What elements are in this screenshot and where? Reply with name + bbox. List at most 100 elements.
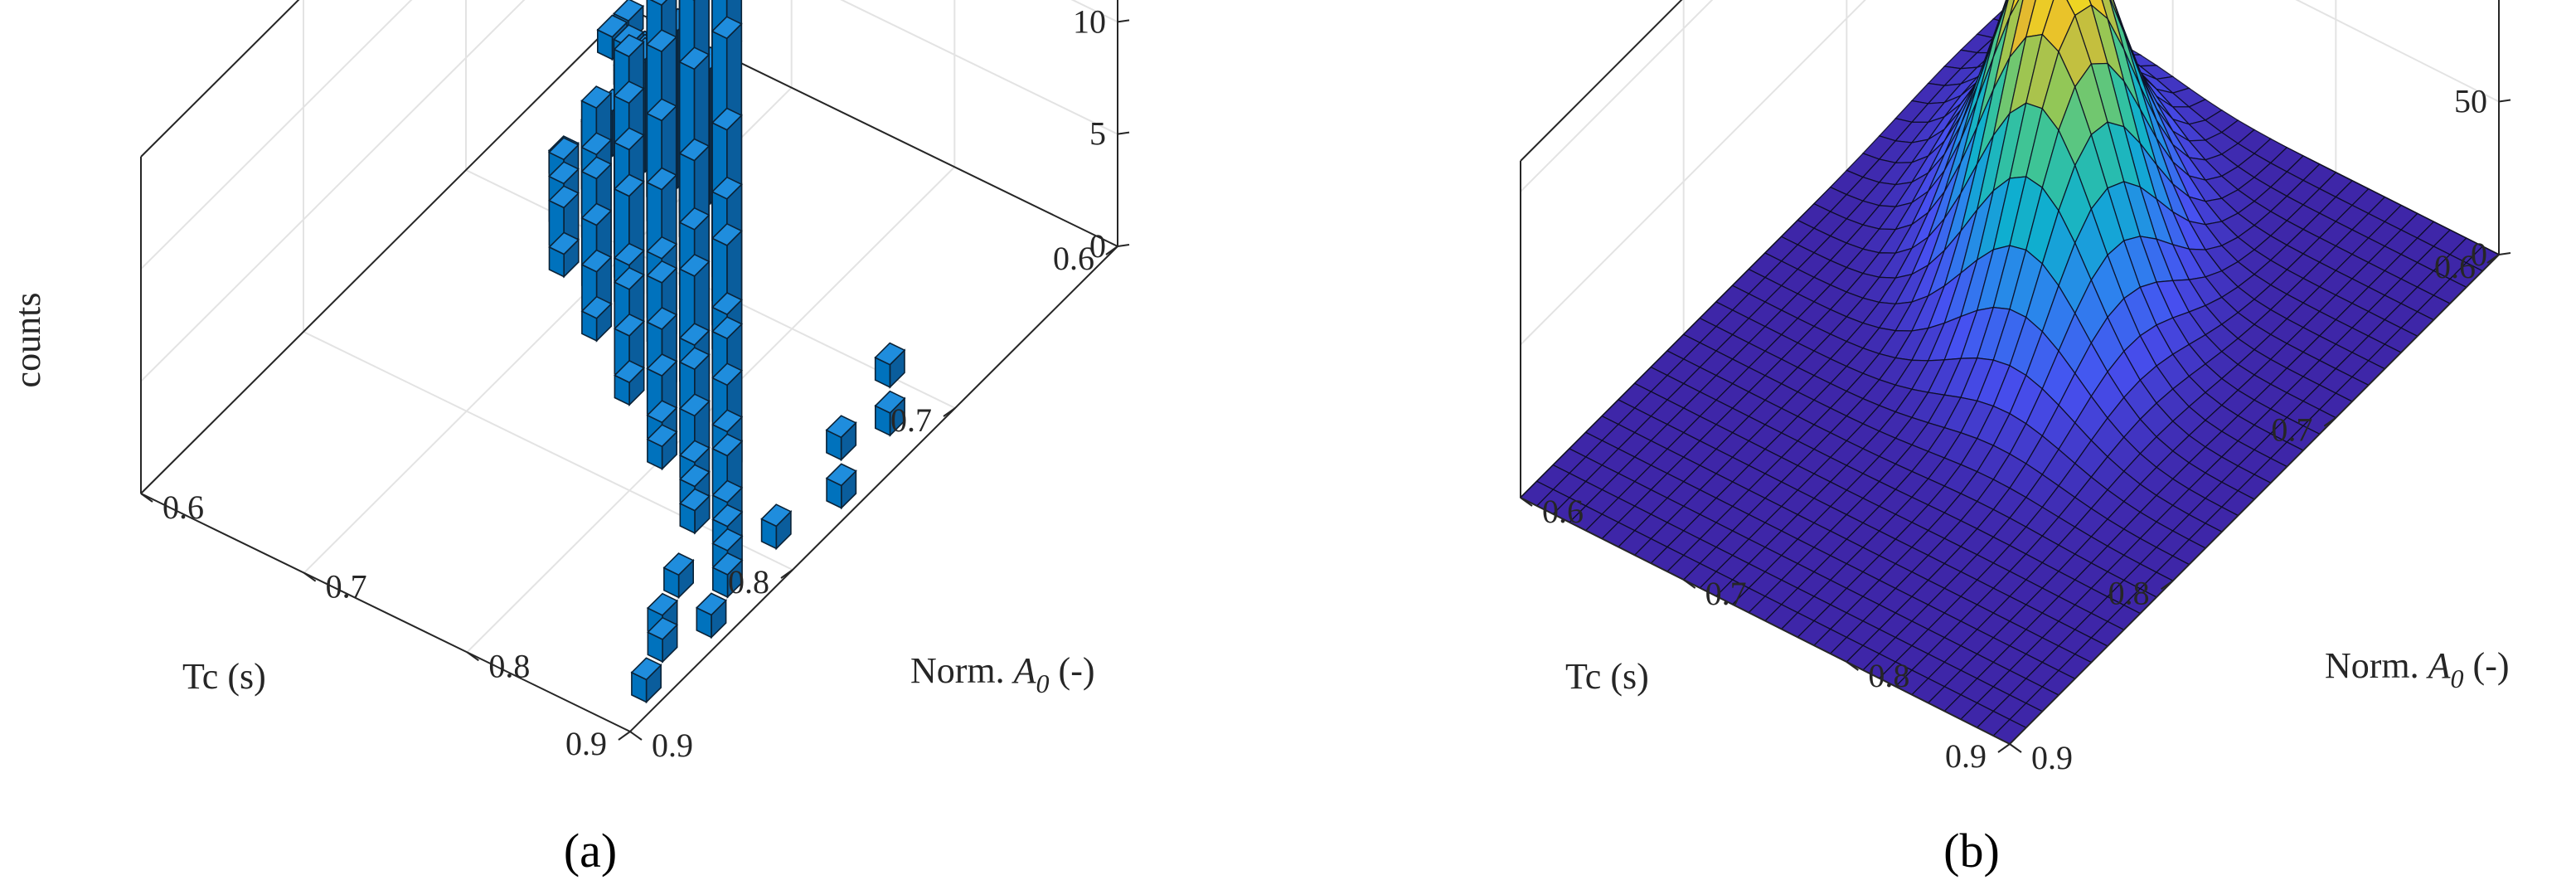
bar-face-top — [646, 98, 678, 122]
bar-face-top — [711, 292, 743, 316]
x-tick — [780, 569, 793, 579]
bar-face-top — [678, 138, 711, 162]
gridline-z — [1520, 0, 1714, 192]
x-tick — [943, 407, 956, 417]
bar-face-top — [613, 266, 645, 290]
bar-face-top — [580, 295, 613, 319]
caption-b: (b) — [1943, 824, 2000, 878]
y-axis-label-suffix: (-) — [1050, 650, 1095, 691]
bar-face-top — [711, 433, 744, 457]
bar-face-top — [711, 552, 744, 576]
density-surface — [1519, 0, 2501, 745]
y-tick — [629, 731, 643, 741]
histogram-bar — [874, 390, 906, 437]
bar-face-top — [678, 207, 711, 231]
histogram-bar — [580, 295, 613, 343]
x-axis-line — [2009, 254, 2500, 745]
y-axis-label-prefix: Norm. — [910, 650, 1014, 691]
histogram-bar — [630, 657, 662, 704]
z-tick — [1117, 131, 1130, 135]
caption-a: (a) — [564, 824, 617, 878]
y-tick-label: 0.7 — [326, 568, 367, 605]
y-tick-label: 0.6 — [1542, 493, 1584, 530]
y-tick-label: 0.6 — [163, 489, 204, 526]
x-axis-line — [629, 246, 1118, 732]
x-tick — [1105, 246, 1118, 255]
bar-face-top — [613, 127, 645, 151]
bar-face-top — [646, 592, 679, 616]
z-tick — [1117, 244, 1130, 247]
axes-edge — [1520, 0, 1683, 162]
z-tick — [2498, 99, 2511, 103]
z-tick-label: 50 — [2454, 82, 2487, 119]
bar-face-top — [548, 231, 580, 255]
y-tick — [303, 571, 317, 582]
bar-face-top — [760, 503, 793, 528]
axes-edge — [140, 7, 629, 494]
y-axis-label-symbol: A — [1011, 650, 1037, 691]
bar-face-top — [613, 173, 645, 197]
z-tick-label: 10 — [1073, 2, 1106, 40]
y-axis-line — [1520, 497, 2011, 745]
bar-face-top — [613, 80, 645, 105]
x-tick-label: 0.7 — [2271, 411, 2312, 449]
bar-face-top — [678, 347, 711, 371]
z-tick — [1117, 19, 1130, 23]
gridline-z — [1520, 0, 2500, 346]
histogram-x-axis-label: Tc (s) — [182, 656, 266, 697]
y-axis-label-symbol: A — [2426, 645, 2452, 686]
y-tick-label: 0.9 — [652, 727, 693, 764]
y-tick — [140, 493, 153, 503]
y-tick — [466, 651, 479, 662]
histogram-3d-panel: 0.60.70.80.90.60.70.80.9051015 Tc (s) No… — [7, 0, 1130, 878]
histogram-bar — [662, 552, 695, 600]
x-tick-label: 0.9 — [565, 725, 607, 762]
bar-face-top — [580, 156, 613, 180]
x-tick — [2486, 254, 2500, 264]
y-axis-line — [140, 493, 631, 732]
bar-face-top — [711, 316, 744, 340]
bar-face-top — [678, 253, 711, 277]
histogram-bar — [646, 424, 678, 471]
bar-face-top — [613, 242, 645, 266]
bar-face-top — [711, 409, 744, 433]
bar-face-top — [547, 161, 580, 185]
bar-face-top — [646, 353, 678, 377]
bar-face-top — [678, 440, 711, 464]
bar-face-top — [548, 185, 580, 209]
bar-face-top — [580, 249, 613, 273]
histogram-bar — [614, 359, 646, 407]
y-axis-label-subscript: 0 — [1036, 669, 1050, 698]
bar-face-top — [596, 14, 628, 38]
surface-y-axis-label: Norm. A0 (-) — [2325, 645, 2510, 693]
histogram-front-axes — [140, 19, 1130, 741]
histogram-z-axis-label: counts — [7, 293, 48, 388]
bar-face-top — [711, 479, 744, 503]
z-tick-label: 5 — [1089, 115, 1106, 153]
bar-face-top — [614, 359, 646, 384]
bar-face-top — [711, 362, 744, 387]
histogram-bar — [825, 415, 857, 462]
surface-3d-panel: 0.60.70.80.90.60.70.80.9050100 Tc (s) No… — [1519, 0, 2511, 878]
bar-face-top — [647, 616, 679, 640]
histogram-bar — [678, 488, 711, 535]
histogram-bars — [547, 0, 906, 704]
bar-face-top — [580, 85, 613, 109]
y-tick-label: 0.9 — [2031, 739, 2073, 776]
histogram-bar — [874, 342, 906, 389]
y-tick-label: 0.8 — [488, 647, 530, 684]
axes-edge — [140, 0, 300, 158]
bar-face-top — [613, 0, 645, 22]
histogram-bar — [647, 616, 679, 664]
bar-face-top — [613, 313, 646, 337]
bar-face-top — [711, 503, 744, 528]
bar-face-top — [711, 16, 743, 40]
gridline-z — [140, 0, 1118, 382]
x-tick-label: 0.7 — [890, 401, 932, 439]
bar-face-top — [825, 415, 857, 439]
bar-face-top — [580, 202, 613, 226]
z-tick-label: 0 — [2471, 236, 2487, 273]
bar-face-top — [649, 0, 668, 7]
histogram-y-axis-label: Norm. A0 (-) — [910, 650, 1095, 698]
x-tick-label: 0.6 — [1053, 240, 1094, 277]
